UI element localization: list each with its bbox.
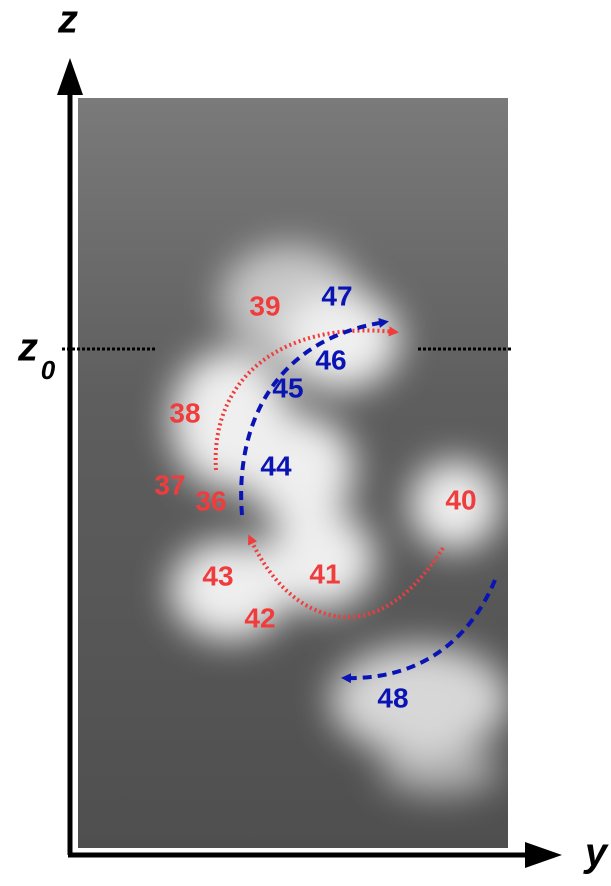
frame-label: 46 <box>315 344 346 375</box>
frame-label: 38 <box>169 397 200 428</box>
frame-label: 41 <box>309 558 340 589</box>
frame-label: 44 <box>260 450 292 481</box>
frame-label: 43 <box>202 560 233 591</box>
frame-label: 48 <box>377 682 408 713</box>
z0-subscript: 0 <box>41 355 56 385</box>
figure: z y z 0 39 38 37 36 40 41 43 42 47 46 45 44 48 <box>0 0 611 886</box>
y-axis-label: y <box>583 831 609 875</box>
z-arrow <box>57 58 83 95</box>
frame-label: 39 <box>249 290 280 321</box>
frame-label: 47 <box>321 280 352 311</box>
z0-label: z <box>17 326 38 370</box>
frame-label: 42 <box>244 602 275 633</box>
z-axis-label: z <box>57 0 78 42</box>
y-arrow <box>525 842 562 868</box>
frame-label: 40 <box>445 484 476 515</box>
frame-label: 45 <box>272 372 303 403</box>
frame-label: 36 <box>195 485 226 516</box>
frame-label: 37 <box>154 469 185 500</box>
image <box>78 98 510 848</box>
